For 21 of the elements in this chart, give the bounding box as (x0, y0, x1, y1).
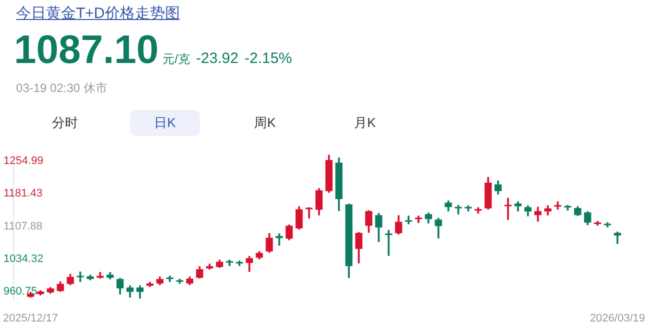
text: 1087.10 (14, 28, 159, 72)
y-tick-label: 1181.43 (4, 188, 43, 200)
candlestick (404, 216, 412, 224)
y-tick-label: 960.75 (4, 286, 38, 298)
x-tick-label: 2026/03/19 (590, 312, 645, 324)
y-tick-label: 1254.99 (4, 154, 44, 167)
text: 日K (130, 110, 200, 136)
text: 03-19 02:30 休市 (16, 80, 108, 97)
candlestick (385, 230, 392, 256)
y-tick-label: 1107.88 (4, 220, 43, 232)
y-tick-label: 1034.32 (4, 252, 44, 265)
text: 元/克 (162, 52, 190, 66)
candlestick (504, 198, 512, 220)
text: -23.92 (196, 50, 238, 67)
text: -2.15% (244, 50, 292, 67)
text: 分时 (51, 114, 79, 132)
text: 周K (253, 114, 277, 132)
x-tick-label: 2025/12/17 (3, 312, 58, 324)
candlestick (305, 207, 313, 219)
text: 月K (353, 114, 377, 132)
chart-title: 今日黄金T+D价格走势图 (16, 4, 180, 23)
